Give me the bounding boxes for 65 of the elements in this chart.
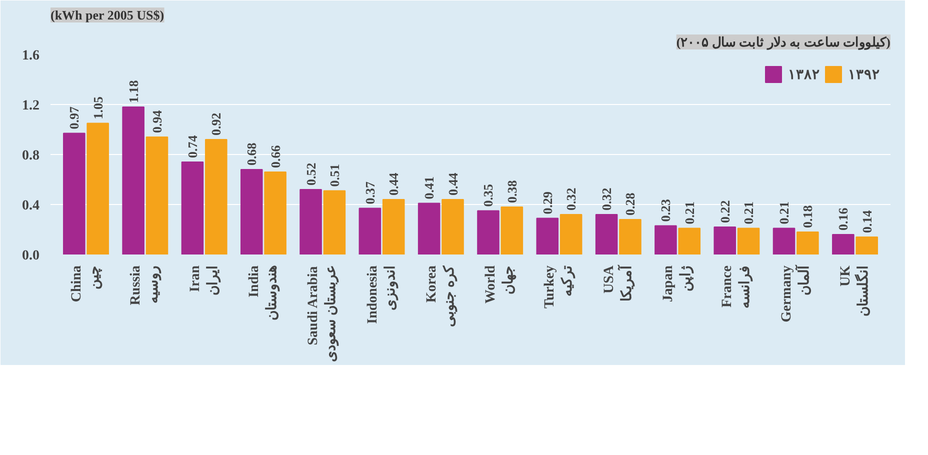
bar <box>796 232 819 254</box>
data-label: 0.21 <box>741 202 756 224</box>
data-label: 0.68 <box>244 142 260 166</box>
data-label: 0.22 <box>717 200 732 223</box>
data-label: 0.92 <box>208 112 224 136</box>
data-label: 0.37 <box>362 181 378 204</box>
bar <box>418 202 440 254</box>
bar <box>500 206 524 254</box>
bar <box>63 132 86 254</box>
y-tick-label: 0.4 <box>22 198 40 214</box>
bar <box>737 228 760 254</box>
data-label: 0.35 <box>480 184 496 207</box>
data-label: 0.18 <box>800 204 816 228</box>
data-label: 0.21 <box>776 202 792 224</box>
bar <box>86 122 109 254</box>
data-label: 0.41 <box>422 176 437 200</box>
bar <box>382 199 405 254</box>
chart-subtitle: (کیلووات ساعت به دلار ثابت سال ۲۰۰۵) <box>676 34 891 50</box>
bar <box>442 199 464 254</box>
data-label: 1.18 <box>126 80 141 103</box>
data-label: 0.23 <box>658 198 674 222</box>
bar <box>204 139 228 254</box>
bar <box>560 214 582 254</box>
y-tick-label: 0.8 <box>22 148 40 164</box>
bar <box>595 214 618 254</box>
bar <box>264 172 286 254</box>
data-label: 0.66 <box>268 144 283 168</box>
bar <box>654 225 677 254</box>
y-tick-label: 0.0 <box>22 248 40 264</box>
bar <box>772 228 796 254</box>
bar <box>323 190 346 254</box>
data-label: 0.21 <box>682 202 697 224</box>
data-label: 0.97 <box>66 106 82 130</box>
bar <box>619 219 642 254</box>
data-label: 0.44 <box>445 172 460 196</box>
chart-title: (kWh per 2005 US$) <box>50 8 164 22</box>
y-tick-label: 1.6 <box>22 48 40 64</box>
y-tick-label: 1.2 <box>22 98 40 114</box>
bar <box>146 136 168 254</box>
bar <box>832 234 854 254</box>
bar <box>122 106 144 254</box>
bar <box>358 208 382 254</box>
bar <box>181 162 204 254</box>
legend-label: ۱۳۹۲ <box>848 66 880 82</box>
data-label: 0.14 <box>859 210 874 233</box>
bar <box>536 218 559 254</box>
data-label: 1.05 <box>90 96 106 120</box>
data-label: 0.38 <box>504 180 520 203</box>
data-label: 0.51 <box>326 164 342 187</box>
bar <box>240 169 263 254</box>
data-label: 0.52 <box>303 162 318 186</box>
bar <box>856 236 878 254</box>
data-label: 0.44 <box>386 172 402 196</box>
bar <box>300 189 322 254</box>
data-label: 0.94 <box>149 110 164 133</box>
data-label: 0.28 <box>622 192 638 216</box>
data-label: 0.32 <box>599 188 614 210</box>
bar <box>714 226 736 254</box>
data-label: 0.32 <box>564 188 579 210</box>
data-label: 0.16 <box>836 207 851 230</box>
bar <box>477 210 500 254</box>
legend-label: ۱۳۸۲ <box>788 66 820 82</box>
bar <box>678 228 701 254</box>
data-label: 0.74 <box>184 134 200 158</box>
data-label: 0.29 <box>540 191 555 214</box>
